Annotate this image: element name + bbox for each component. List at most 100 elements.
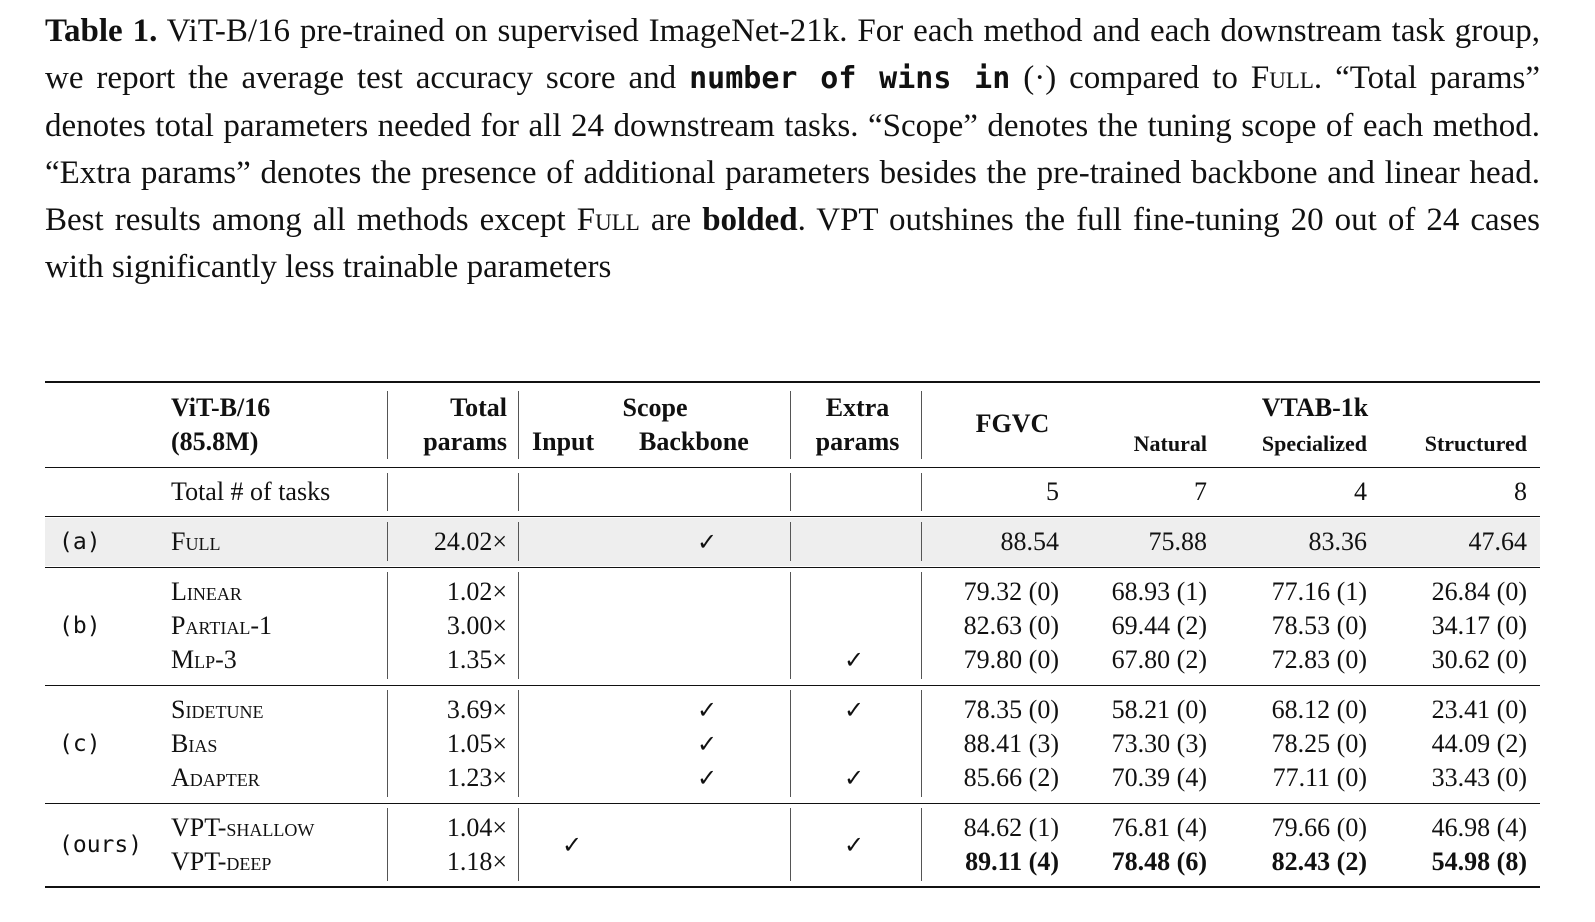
backbone-check: ✓ bbox=[697, 696, 718, 724]
result-value: 83.36 bbox=[1308, 527, 1368, 556]
caption-text-5: . VPT outshines the full fine-tuning 20 … bbox=[45, 202, 1541, 286]
column-divider bbox=[387, 473, 388, 511]
group-rule bbox=[45, 685, 1540, 686]
column-divider bbox=[921, 690, 922, 797]
result-value: 34.17 (0) bbox=[1431, 611, 1527, 640]
header-rule bbox=[45, 467, 1540, 468]
backbone-check: ✓ bbox=[697, 528, 718, 556]
result-value: 30.62 (0) bbox=[1431, 645, 1527, 674]
caption-text-2: (·) compared to bbox=[1010, 60, 1251, 97]
header-natural: Natural bbox=[1133, 431, 1207, 456]
tasks-rule bbox=[45, 516, 1540, 517]
column-divider bbox=[790, 690, 791, 797]
extra-check: ✓ bbox=[844, 646, 865, 674]
method-name: Sidetune bbox=[171, 695, 264, 724]
result-value: 68.12 (0) bbox=[1271, 695, 1367, 724]
tasks-fgvc: 5 bbox=[1046, 477, 1059, 506]
group-label: (c) bbox=[59, 731, 101, 757]
column-divider bbox=[518, 690, 519, 797]
group-label: (a) bbox=[59, 529, 101, 555]
total-params: 1.02× bbox=[446, 577, 507, 606]
caption-bolded: bolded bbox=[702, 202, 798, 239]
column-divider bbox=[790, 473, 791, 511]
column-divider bbox=[518, 572, 519, 679]
method-name: VPT-deep bbox=[171, 847, 272, 876]
tasks-specialized: 4 bbox=[1354, 477, 1367, 506]
result-value: 44.09 (2) bbox=[1431, 729, 1527, 758]
result-value: 84.62 (1) bbox=[963, 813, 1059, 842]
full-row-shade bbox=[45, 518, 1540, 566]
result-value: 75.88 bbox=[1148, 527, 1208, 556]
total-params: 24.02× bbox=[433, 527, 507, 556]
result-value: 89.11 (4) bbox=[965, 847, 1059, 876]
caption-full-sc-2: Full bbox=[576, 202, 640, 239]
caption-text-3: . “Total params” denotes total parameter… bbox=[45, 60, 1540, 239]
total-params: 1.04× bbox=[446, 813, 507, 842]
extra-check: ✓ bbox=[844, 831, 865, 859]
tasks-natural: 7 bbox=[1194, 477, 1207, 506]
header-params: params bbox=[423, 427, 507, 456]
result-value: 58.21 (0) bbox=[1111, 695, 1207, 724]
result-value: 46.98 (4) bbox=[1431, 813, 1527, 842]
column-divider bbox=[921, 473, 922, 511]
result-value: 78.35 (0) bbox=[963, 695, 1059, 724]
header-total: Total bbox=[450, 393, 507, 422]
caption-full-sc: Full bbox=[1250, 60, 1314, 97]
method-name: Bias bbox=[171, 729, 218, 758]
extra-check: ✓ bbox=[844, 696, 865, 724]
column-divider bbox=[921, 572, 922, 679]
group-rule bbox=[45, 567, 1540, 568]
result-value: 23.41 (0) bbox=[1431, 695, 1527, 724]
input-check: ✓ bbox=[562, 831, 583, 859]
header-fgvc: FGVC bbox=[975, 409, 1050, 438]
caption-mono-text: number of wins in bbox=[689, 61, 1011, 97]
total-params: 3.69× bbox=[446, 695, 507, 724]
group-label: (ours) bbox=[59, 832, 143, 858]
total-params: 3.00× bbox=[446, 611, 507, 640]
column-divider bbox=[387, 391, 388, 459]
result-value: 67.80 (2) bbox=[1111, 645, 1207, 674]
column-divider bbox=[387, 572, 388, 679]
table-caption: Table 1. ViT-B/16 pre-trained on supervi… bbox=[45, 8, 1540, 292]
total-params: 1.35× bbox=[446, 645, 507, 674]
column-divider bbox=[790, 391, 791, 459]
result-value: 47.64 bbox=[1468, 527, 1528, 556]
result-value: 77.11 (0) bbox=[1272, 763, 1367, 792]
method-name: VPT-shallow bbox=[171, 813, 315, 842]
column-divider bbox=[790, 522, 791, 561]
result-value: 79.80 (0) bbox=[963, 645, 1059, 674]
result-value: 82.63 (0) bbox=[963, 611, 1059, 640]
result-value: 70.39 (4) bbox=[1111, 763, 1207, 792]
column-divider bbox=[921, 808, 922, 881]
result-value: 79.66 (0) bbox=[1271, 813, 1367, 842]
column-divider bbox=[387, 522, 388, 561]
result-value: 79.32 (0) bbox=[963, 577, 1059, 606]
total-params: 1.18× bbox=[446, 847, 507, 876]
column-divider bbox=[387, 690, 388, 797]
total-params: 1.23× bbox=[446, 763, 507, 792]
result-value: 85.66 (2) bbox=[963, 763, 1059, 792]
method-name: Partial-1 bbox=[171, 611, 273, 640]
result-value: 78.48 (6) bbox=[1111, 847, 1207, 876]
method-name: Linear bbox=[171, 577, 242, 606]
method-name: Adapter bbox=[171, 763, 260, 792]
column-divider bbox=[518, 391, 519, 459]
result-value: 88.54 bbox=[1000, 527, 1060, 556]
header-input: Input bbox=[532, 427, 595, 456]
tasks-structured: 8 bbox=[1514, 477, 1527, 506]
total-params: 1.05× bbox=[446, 729, 507, 758]
method-name: Mlp-3 bbox=[171, 645, 237, 674]
result-value: 72.83 (0) bbox=[1271, 645, 1367, 674]
header-structured: Structured bbox=[1424, 431, 1527, 456]
top-rule bbox=[45, 381, 1540, 383]
result-value: 33.43 (0) bbox=[1431, 763, 1527, 792]
header-model-params: (85.8M) bbox=[171, 427, 259, 456]
extra-check: ✓ bbox=[844, 764, 865, 792]
result-value: 54.98 (8) bbox=[1431, 847, 1527, 876]
result-value: 88.41 (3) bbox=[963, 729, 1059, 758]
backbone-check: ✓ bbox=[697, 730, 718, 758]
header-extra: Extra bbox=[825, 393, 890, 422]
group-rule bbox=[45, 803, 1540, 804]
column-divider bbox=[790, 572, 791, 679]
column-divider bbox=[790, 808, 791, 881]
